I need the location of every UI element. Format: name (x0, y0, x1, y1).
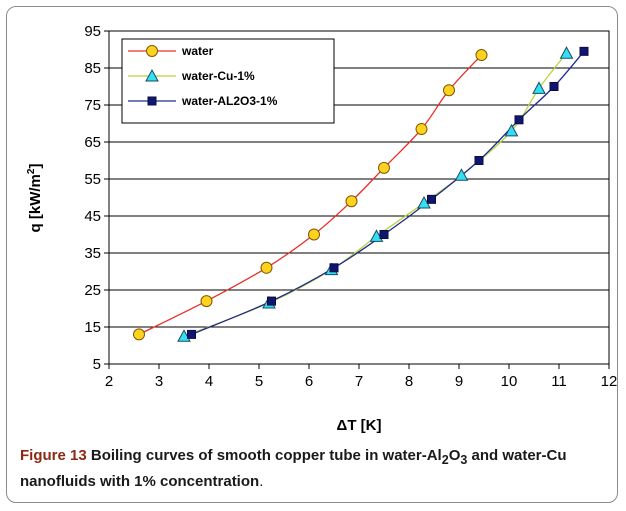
x-tick-label: 9 (455, 373, 463, 390)
figure-caption: Figure 13 Boiling curves of smooth coppe… (20, 445, 610, 492)
legend: water water-Cu-1% water-AL2O3-1% (121, 38, 335, 124)
data-point-square (549, 82, 559, 91)
data-point-square (267, 296, 276, 306)
y-tick-label: 35 (84, 245, 101, 262)
y-tick-label: 5 (93, 356, 101, 373)
caption-label: Figure 13 (20, 447, 87, 464)
data-point-circle (200, 295, 213, 308)
caption-text: Boiling curves of smooth copper tube in … (20, 447, 567, 490)
y-axis-title-sup: 2 (26, 168, 37, 174)
legend-label: water-AL2O3-1% (181, 94, 278, 108)
data-point-circle (378, 161, 390, 174)
data-point-triangle (559, 46, 574, 59)
legend-marker-triangle (145, 68, 159, 82)
data-point-square (379, 230, 389, 239)
x-axis-title: ΔT [K] (337, 417, 382, 434)
series-markers (133, 46, 589, 342)
legend-label: water (181, 44, 214, 58)
caption-sub-1: 2 (441, 453, 449, 467)
data-point-triangle (454, 168, 469, 181)
caption-end: . (259, 473, 264, 490)
y-tick-label: 65 (84, 134, 101, 151)
y-tick-label: 15 (84, 319, 101, 336)
y-tick-label: 75 (84, 97, 101, 114)
x-tick-label: 4 (205, 373, 213, 390)
data-point-triangle (504, 123, 519, 137)
data-point-circle (308, 228, 320, 241)
x-tick-label: 8 (405, 373, 413, 390)
data-point-circle (260, 261, 273, 274)
legend-marker-circle (146, 45, 158, 57)
data-point-circle (415, 123, 428, 136)
x-tick-label: 10 (501, 373, 518, 390)
y-tick-labels: 5 15 25 35 45 55 65 75 85 95 (84, 23, 101, 373)
x-tick-label: 2 (105, 373, 113, 390)
x-tick-label: 7 (355, 373, 363, 390)
caption-mid: O (448, 447, 461, 464)
x-tick-labels: 2 3 4 5 6 7 8 9 10 11 12 (105, 373, 618, 390)
x-tick-label: 12 (601, 373, 618, 390)
y-tick-label: 95 (84, 23, 101, 40)
data-point-triangle (532, 81, 546, 94)
x-tick-label: 6 (305, 373, 313, 390)
data-point-square (187, 329, 196, 339)
y-tick-label: 25 (84, 282, 101, 299)
data-point-square (329, 263, 339, 273)
data-point-circle (133, 328, 145, 341)
y-tick-label: 45 (84, 208, 101, 225)
caption-sub-2: 3 (460, 453, 468, 467)
data-point-square (474, 156, 484, 165)
caption-text-after: and water-Cu nanofluids with 1% concentr… (20, 447, 567, 490)
legend-label: water-Cu-1% (181, 69, 255, 83)
data-point-circle (475, 49, 488, 62)
data-point-square (514, 115, 524, 125)
legend-marker-square (147, 96, 157, 106)
y-axis-title: q [kW/m2] (26, 164, 44, 233)
data-point-square (427, 194, 436, 204)
caption-text-before: Boiling curves of smooth copper tube in … (86, 447, 442, 464)
data-point-square (579, 46, 589, 56)
y-axis-title-close: ] (27, 164, 44, 169)
x-tick-label: 3 (155, 373, 163, 390)
y-axis-title-main: q [kW/m (27, 174, 44, 232)
data-point-circle (443, 84, 455, 97)
data-point-circle (345, 195, 358, 208)
y-tick-label: 85 (84, 60, 101, 77)
y-tick-label: 55 (84, 171, 101, 188)
x-tick-label: 5 (255, 373, 263, 390)
x-tick-label: 11 (551, 373, 567, 390)
